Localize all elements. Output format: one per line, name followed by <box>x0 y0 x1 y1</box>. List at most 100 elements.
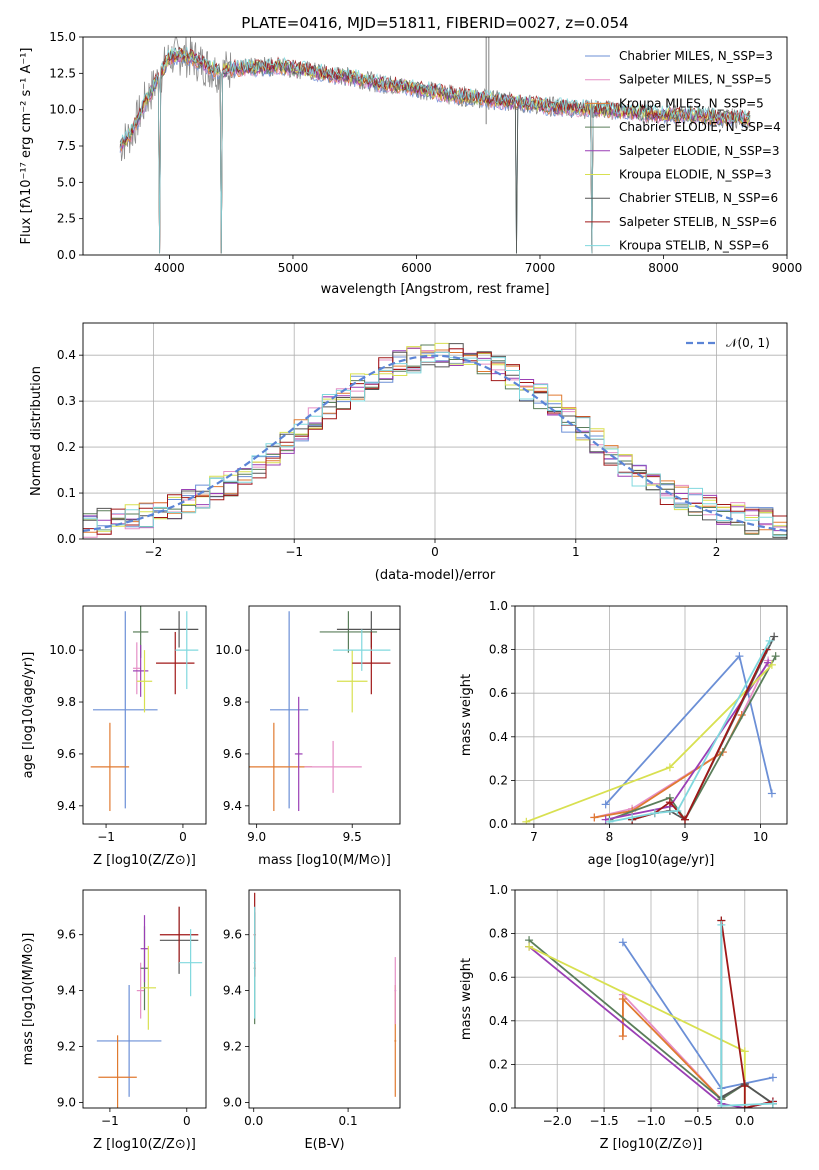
y-tick-label: 1.0 <box>489 883 508 897</box>
axes-frame <box>82 889 207 1109</box>
legend-entry: Salpeter STELIB, N_SSP=6 <box>619 215 777 229</box>
y-tick-label: 0.4 <box>57 348 76 362</box>
y-axis-label: mass weight <box>459 674 474 756</box>
y-tick-label: 0.6 <box>489 970 508 984</box>
x-tick-label: 0 <box>183 1114 191 1128</box>
y-tick-label: 12.5 <box>49 66 76 80</box>
y-tick-label: 9.4 <box>57 984 76 998</box>
y-tick-label: 0.2 <box>57 440 76 454</box>
x-tick-label: 7000 <box>525 261 556 275</box>
y-tick-label: 0.8 <box>489 927 508 941</box>
y-tick-label: 9.0 <box>57 1095 76 1109</box>
y-tick-label: 9.6 <box>57 747 76 761</box>
y-tick-label: 0.0 <box>57 532 76 546</box>
y-axis-label: mass weight <box>459 958 474 1040</box>
y-tick-label: 5.0 <box>57 175 76 189</box>
x-tick-label: −2 <box>145 545 163 559</box>
y-tick-label: 9.4 <box>223 799 242 813</box>
y-tick-label: 9.8 <box>223 695 242 709</box>
y-tick-label: 0.3 <box>57 394 76 408</box>
y-axis-label: age [log10(age/yr)] <box>21 652 36 779</box>
y-tick-label: 0.1 <box>57 486 76 500</box>
y-tick-label: 0.6 <box>489 686 508 700</box>
x-axis-label: wavelength [Angstrom, rest frame] <box>321 282 550 297</box>
y-tick-label: 9.2 <box>57 1040 76 1054</box>
x-tick-label: −1.5 <box>590 1114 619 1128</box>
legend-entry: Salpeter MILES, N_SSP=5 <box>619 73 772 87</box>
x-tick-label: 9 <box>681 830 689 844</box>
legend-entry: Kroupa MILES, N_SSP=5 <box>619 96 764 110</box>
y-tick-label: 9.6 <box>223 747 242 761</box>
x-axis-label: Z [log10(Z/Z⊙)] <box>600 1137 703 1152</box>
y-tick-label: 9.4 <box>223 984 242 998</box>
x-tick-label: 8 <box>606 830 614 844</box>
x-tick-label: 0 <box>179 830 187 844</box>
y-tick-label: 9.8 <box>57 695 76 709</box>
errorbar-plot-area <box>96 906 203 1108</box>
y-tick-label: 0.0 <box>57 248 76 262</box>
errorbar-plot-area <box>253 892 397 1097</box>
residual-histogram-9 <box>83 351 787 539</box>
x-tick-label: 9000 <box>772 261 803 275</box>
y-tick-label: 10.0 <box>49 643 76 657</box>
x-tick-label: −2.0 <box>543 1114 572 1128</box>
y-tick-label: 0.4 <box>489 730 508 744</box>
y-tick-label: 10.0 <box>215 643 242 657</box>
axes-frame <box>82 36 788 256</box>
normal-reference-curve <box>83 354 787 532</box>
axes-frame <box>514 889 788 1109</box>
x-tick-label: 0.0 <box>735 1114 754 1128</box>
y-tick-label: 15.0 <box>49 30 76 44</box>
y-tick-label: 0.2 <box>489 773 508 787</box>
y-tick-label: 0.4 <box>489 1014 508 1028</box>
model-spectrum-series-9 <box>119 46 751 254</box>
legend-entry: Chabrier STELIB, N_SSP=6 <box>619 191 778 205</box>
y-tick-label: 9.6 <box>223 928 242 942</box>
x-tick-label: 1 <box>572 545 580 559</box>
legend-entry: Kroupa STELIB, N_SSP=6 <box>619 239 769 253</box>
y-tick-label: 1.0 <box>489 599 508 613</box>
x-tick-label: 5000 <box>278 261 309 275</box>
y-tick-label: 0.8 <box>489 643 508 657</box>
legend-entry: Chabrier ELODIE, N_SSP=4 <box>619 120 781 134</box>
weight-plot-area <box>522 632 780 824</box>
legend-entry: 𝒩(0, 1) <box>726 336 770 350</box>
x-axis-label: Z [log10(Z/Z⊙)] <box>93 853 196 868</box>
axes-frame <box>82 322 788 540</box>
x-tick-label: −1 <box>97 830 115 844</box>
legend-entry: Chabrier MILES, N_SSP=3 <box>619 49 773 63</box>
y-tick-label: 2.5 <box>57 212 76 226</box>
y-tick-label: 10.0 <box>49 103 76 117</box>
axes-frame <box>248 605 401 825</box>
x-axis-label: E(B-V) <box>304 1137 344 1152</box>
legend-entry: Salpeter ELODIE, N_SSP=3 <box>619 144 780 158</box>
x-tick-label: −1 <box>101 1114 119 1128</box>
legend-entry: Kroupa ELODIE, N_SSP=3 <box>619 168 772 182</box>
weight-plot-area <box>525 916 777 1108</box>
y-tick-label: 0.0 <box>489 1101 508 1115</box>
x-tick-label: 0.1 <box>339 1114 358 1128</box>
y-tick-label: 9.2 <box>223 1040 242 1054</box>
y-tick-label: 9.0 <box>223 1095 242 1109</box>
x-tick-label: −0.5 <box>683 1114 712 1128</box>
x-tick-label: 9.5 <box>343 830 362 844</box>
figure-title: PLATE=0416, MJD=51811, FIBERID=0027, z=0… <box>241 14 628 32</box>
errorbar-plot-area <box>90 606 199 812</box>
axes-frame <box>82 605 207 825</box>
x-tick-label: 2 <box>713 545 721 559</box>
axes-frame <box>514 605 788 825</box>
x-tick-label: −1 <box>285 545 303 559</box>
x-tick-label: 6000 <box>401 261 432 275</box>
x-tick-label: 8000 <box>648 261 679 275</box>
histogram-plot-area <box>83 342 787 539</box>
y-axis-label: Normed distribution <box>29 366 44 496</box>
y-tick-label: 0.0 <box>489 817 508 831</box>
x-tick-label: 4000 <box>154 261 185 275</box>
x-tick-label: −1.0 <box>636 1114 665 1128</box>
x-axis-label: mass [log10(M/M⊙)] <box>258 853 391 868</box>
y-tick-label: 9.4 <box>57 799 76 813</box>
errorbar-plot-area <box>249 611 400 812</box>
x-axis-label: Z [log10(Z/Z⊙)] <box>93 1137 196 1152</box>
x-tick-label: 0.0 <box>244 1114 263 1128</box>
